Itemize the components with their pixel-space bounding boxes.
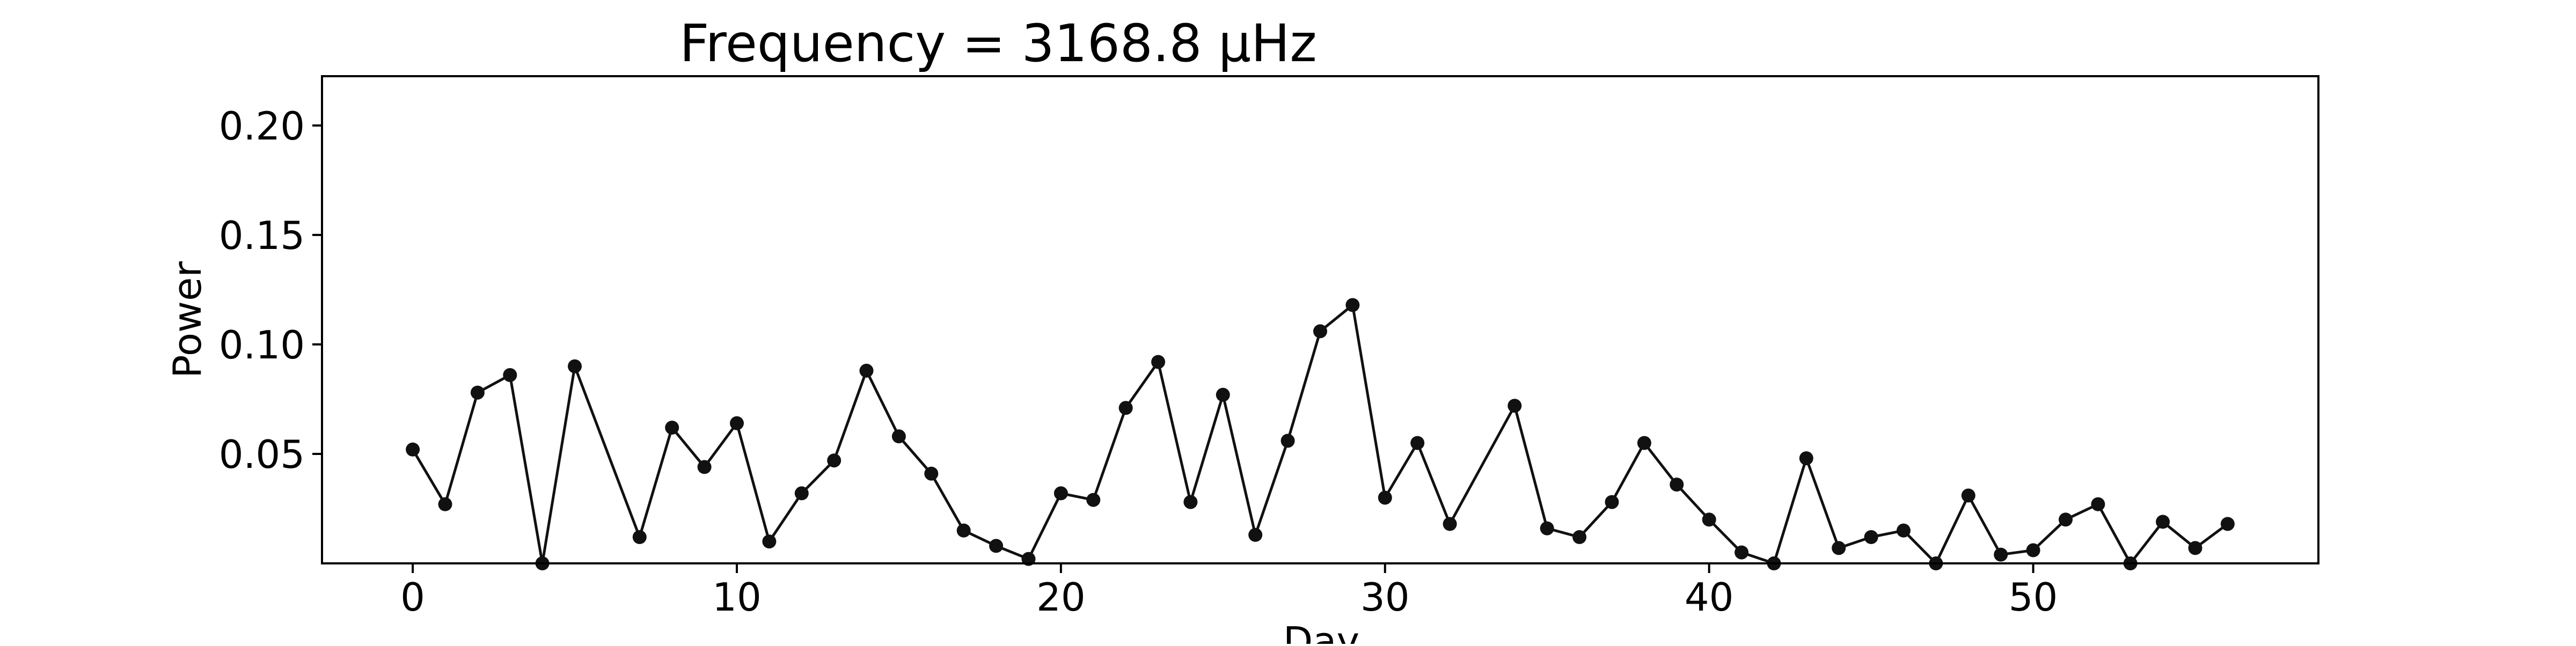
data-point (730, 416, 744, 430)
data-point (1832, 541, 1846, 555)
data-point (568, 359, 582, 373)
data-point (1637, 436, 1651, 450)
data-point (1410, 436, 1425, 450)
data-point (2059, 512, 2073, 527)
data-point (632, 530, 647, 544)
y-tick-label: 0.20 (219, 104, 305, 149)
data-point (1216, 387, 1230, 402)
data-point (2156, 515, 2170, 529)
data-point (989, 539, 1004, 553)
data-point (1313, 324, 1327, 339)
x-tick-label: 0 (400, 575, 425, 620)
data-point (1735, 545, 1749, 560)
data-point (1118, 401, 1133, 415)
data-point (1151, 355, 1166, 369)
plot-frame (321, 75, 2319, 564)
data-point (891, 429, 906, 444)
data-point (1507, 399, 1522, 413)
data-point (1280, 434, 1295, 448)
data-point (1702, 512, 1716, 527)
data-point (1540, 521, 1554, 535)
data-point (438, 497, 452, 511)
data-point (1799, 451, 1813, 466)
x-tick-label: 30 (1360, 575, 1410, 620)
y-tick-label: 0.10 (219, 322, 305, 368)
data-point (2091, 497, 2105, 511)
data-point (827, 453, 841, 468)
y-tick-label: 0.05 (219, 432, 305, 477)
data-point (794, 486, 809, 501)
data-point (1897, 523, 1911, 538)
data-point (924, 466, 939, 481)
x-axis-label: Day (1283, 619, 1359, 644)
data-point (2220, 517, 2235, 531)
x-tick-label: 10 (712, 575, 762, 620)
data-point (1864, 530, 1878, 544)
data-point (1053, 486, 1068, 501)
data-point (1378, 490, 1392, 505)
data-point (1345, 298, 1360, 312)
plot-area (406, 298, 2235, 570)
x-tick-label: 50 (2009, 575, 2058, 620)
x-tick-label: 20 (1036, 575, 1086, 620)
data-point (762, 534, 777, 549)
data-point (1248, 527, 1263, 542)
x-tick-label: 40 (1685, 575, 1734, 620)
data-point (406, 442, 420, 457)
y-axis: 0.05 0.10 0.15 0.20 (219, 104, 322, 477)
data-point (665, 421, 679, 435)
data-point (1183, 495, 1198, 509)
data-point (1994, 547, 2008, 562)
data-point (956, 523, 971, 538)
data-point (697, 460, 712, 474)
data-point (503, 368, 517, 382)
data-point (2188, 541, 2202, 555)
data-point (2026, 543, 2040, 557)
data-point (1605, 495, 1619, 509)
data-point (1670, 478, 1684, 492)
x-axis: 0 10 20 30 40 50 (400, 563, 2058, 620)
data-point (1443, 517, 1457, 531)
data-point (859, 363, 874, 378)
y-tick-label: 0.15 (219, 213, 305, 258)
data-point (1961, 488, 1975, 503)
data-point (1572, 530, 1587, 544)
data-point (470, 385, 485, 400)
chart-title: Frequency = 3168.8 μHz (679, 13, 1316, 74)
data-point (1086, 493, 1101, 507)
y-axis-label: Power (165, 261, 210, 378)
